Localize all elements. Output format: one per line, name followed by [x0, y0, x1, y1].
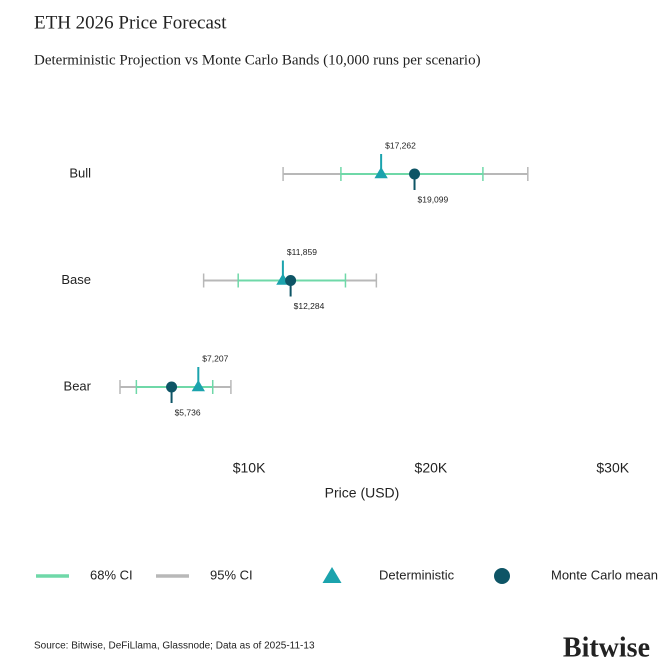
deterministic-marker	[191, 380, 205, 392]
mean-marker	[409, 168, 421, 180]
legend-label: Monte Carlo mean	[551, 567, 658, 582]
category-label: Bull	[69, 165, 91, 180]
value-label: $7,207	[202, 353, 228, 363]
deterministic-marker	[374, 167, 388, 179]
source: Source: Bitwise, DeFiLlama, Glassnode; D…	[34, 641, 315, 652]
legend-label: 68% CI	[90, 567, 133, 582]
legend-swatch	[494, 568, 510, 584]
mean-marker	[285, 275, 297, 286]
value-label: $19,099	[418, 194, 449, 204]
x-tick-label: $30K	[596, 460, 629, 476]
legend-swatch	[322, 567, 342, 583]
x-tick-label: $20K	[415, 460, 448, 476]
value-label: $12,284	[294, 301, 325, 311]
value-label: $11,859	[287, 247, 317, 257]
legend-label: 95% CI	[210, 567, 253, 582]
x-tick-label: $10K	[233, 460, 266, 476]
legend-label: Deterministic	[379, 567, 455, 582]
value-label: $17,262	[385, 140, 416, 150]
category-label: Base	[61, 272, 91, 287]
value-label: $5,736	[175, 407, 201, 417]
chart-subtitle: Deterministic Projection vs Monte Carlo …	[34, 52, 481, 68]
brand-logo: Bitwise	[563, 632, 650, 663]
category-label: Bear	[64, 378, 92, 393]
chart-title: ETH 2026 Price Forecast	[34, 12, 227, 33]
x-axis-label: Price (USD)	[325, 485, 400, 501]
mean-marker	[166, 381, 178, 393]
